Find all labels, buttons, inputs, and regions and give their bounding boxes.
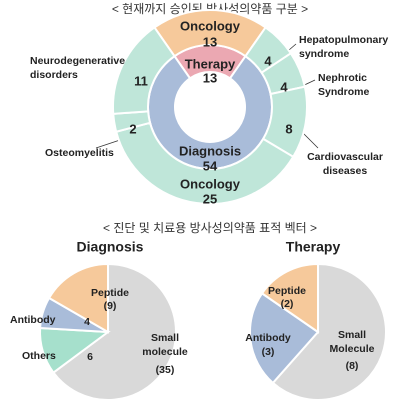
slice-label: Cardiovascular diseases (307, 151, 383, 177)
slice-label: Neurodegenerative disorders (30, 55, 125, 81)
slice-label: Others (22, 350, 56, 362)
value-label: 13 (203, 70, 217, 85)
heading: < 현재까지 승인된 방사성의약품 구분 > (112, 1, 308, 16)
slice-label: Small molecule (142, 332, 188, 358)
slice-label: Small Molecule (330, 329, 375, 355)
slice-label: Peptide (91, 287, 129, 299)
slice-label: Peptide (268, 285, 306, 297)
value-label: (2) (281, 298, 294, 310)
slice-label: Hepatopulmonary syndrome (299, 34, 388, 60)
value-label: 11 (134, 73, 148, 88)
slice (271, 262, 387, 401)
value-label: 8 (285, 121, 292, 136)
slice-label: Nephrotic Syndrome (318, 72, 370, 98)
slice (52, 262, 177, 401)
slice (114, 121, 295, 205)
slice (249, 291, 320, 385)
chart-title: Therapy (286, 239, 341, 255)
slice-label: Antibody (10, 314, 56, 326)
slice-label: Antibody (245, 332, 291, 344)
value-label: 4 (84, 316, 90, 328)
slice-label: Oncology (180, 176, 241, 191)
slice-label: Therapy (185, 56, 236, 71)
slice (260, 262, 319, 334)
slice (47, 262, 109, 334)
value-label: (35) (156, 364, 175, 376)
value-label: (9) (104, 300, 117, 312)
value-label: (3) (262, 346, 275, 358)
slice (112, 26, 176, 115)
heading: < 진단 및 치료용 방사성의약품 표적 벡터 > (103, 220, 317, 235)
slice-label: Osteomyelitis (45, 147, 114, 159)
value-label: (8) (346, 360, 359, 372)
leader-line (95, 139, 121, 149)
slice-label: Diagnosis (179, 143, 241, 158)
value-label: 4 (280, 79, 288, 94)
chart-title: Diagnosis (77, 239, 144, 255)
value-label: 54 (203, 158, 218, 173)
value-label: 4 (264, 53, 272, 68)
slice-label: Oncology (180, 18, 241, 33)
value-label: 25 (203, 191, 217, 206)
value-label: 13 (203, 34, 217, 49)
value-label: 2 (129, 121, 136, 136)
value-label: 6 (87, 351, 93, 363)
